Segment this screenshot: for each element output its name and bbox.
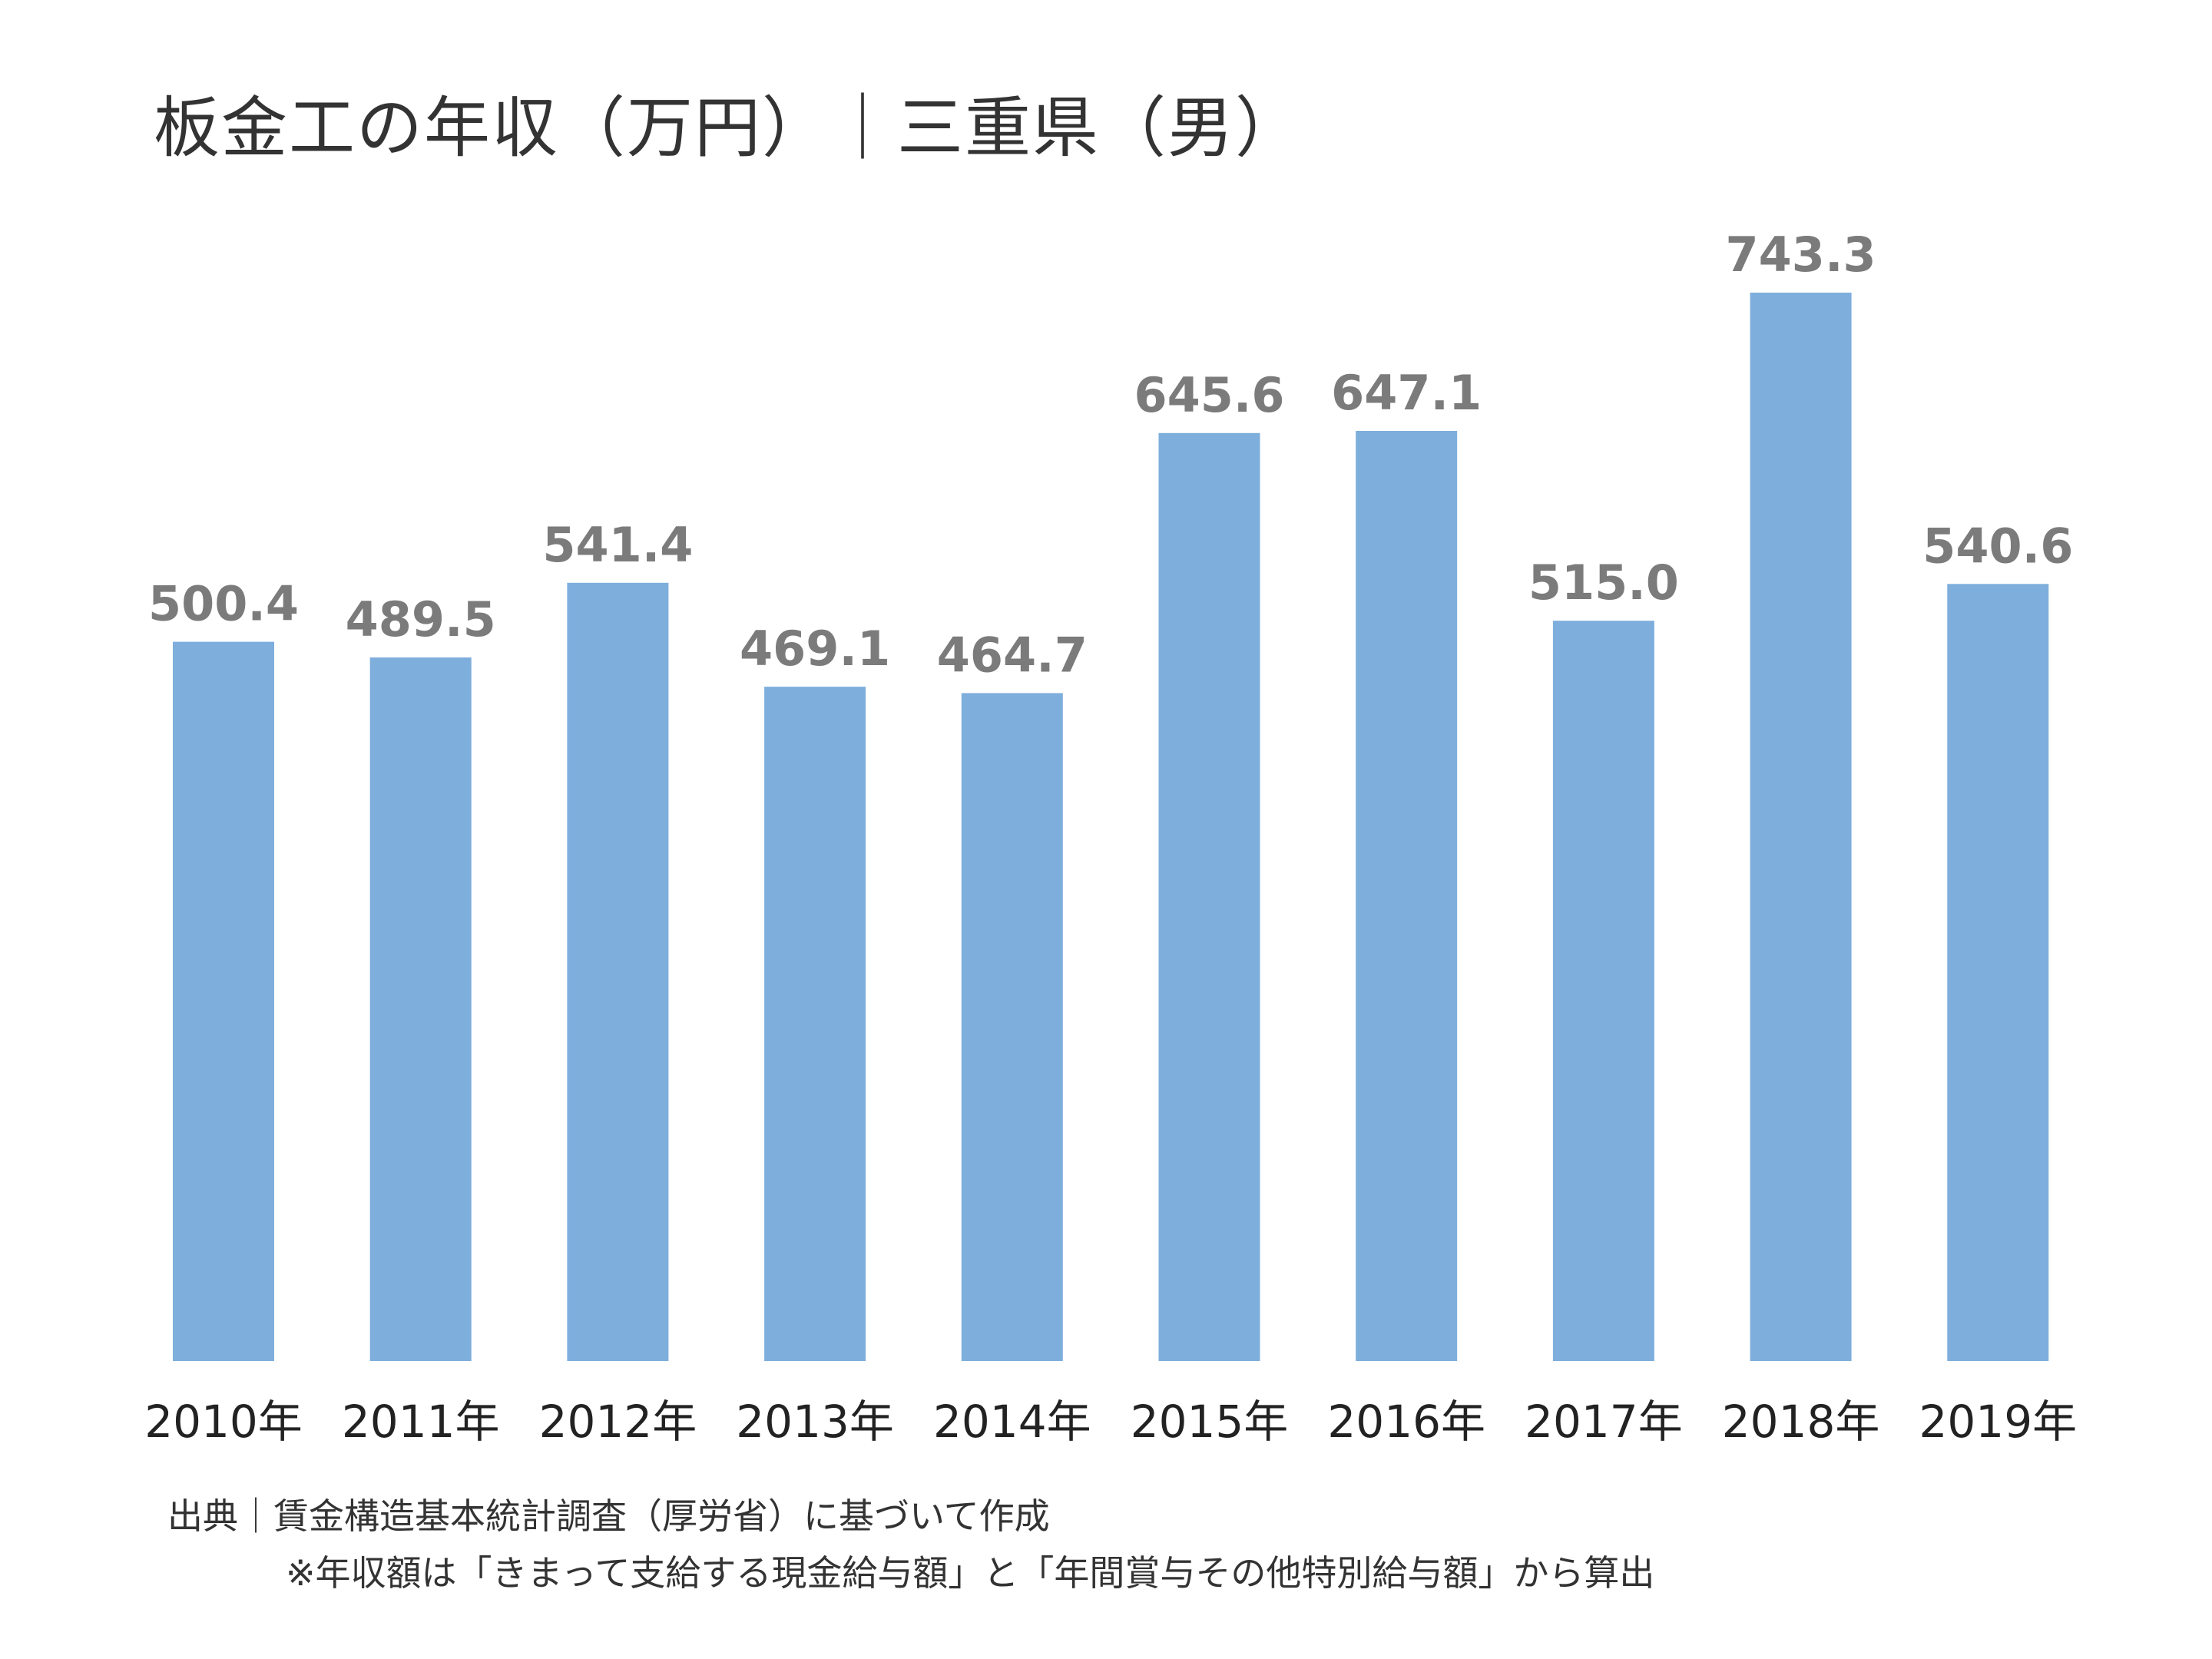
x-tick-label: 2014年 bbox=[933, 1396, 1091, 1448]
bar-2017年 bbox=[1552, 621, 1654, 1361]
bar-2014年 bbox=[961, 693, 1063, 1361]
data-label: 500.4 bbox=[148, 576, 299, 632]
chart-title: 板金工の年収（万円）｜三重県（男） bbox=[154, 90, 1303, 167]
data-label: 743.3 bbox=[1726, 227, 1876, 283]
x-tick-label: 2017年 bbox=[1525, 1396, 1683, 1448]
x-tick-label: 2019年 bbox=[1919, 1396, 2077, 1448]
data-label: 541.4 bbox=[542, 517, 693, 573]
x-tick-label: 2013年 bbox=[736, 1396, 894, 1448]
data-label: 469.1 bbox=[740, 621, 890, 677]
source-note: 出典｜賃金構造基本統計調査（厚労省）に基づいて作成 bbox=[167, 1495, 1050, 1537]
data-label: 540.6 bbox=[1922, 518, 2073, 574]
x-tick-label: 2011年 bbox=[342, 1396, 500, 1448]
data-label: 647.1 bbox=[1331, 365, 1482, 421]
bars-group bbox=[173, 293, 2049, 1361]
bar-2011年 bbox=[369, 657, 472, 1361]
bar-2018年 bbox=[1750, 293, 1852, 1361]
data-label: 515.0 bbox=[1528, 555, 1679, 611]
bar-2016年 bbox=[1356, 431, 1458, 1361]
x-tick-label: 2015年 bbox=[1131, 1396, 1289, 1448]
bar-2012年 bbox=[567, 582, 669, 1361]
x-tick-label: 2018年 bbox=[1722, 1396, 1880, 1448]
bar-2013年 bbox=[764, 687, 866, 1361]
x-tick-label: 2016年 bbox=[1327, 1396, 1485, 1448]
bar-2019年 bbox=[1947, 584, 2049, 1361]
value-labels-group: 500.4 489.5 541.4 469.1 464.7 645.6 647.1 515.0… bbox=[148, 227, 2073, 683]
bar-2010年 bbox=[173, 641, 274, 1361]
data-label: 489.5 bbox=[346, 591, 496, 647]
data-label: 645.6 bbox=[1134, 367, 1284, 423]
bar-2015年 bbox=[1158, 432, 1260, 1361]
x-axis-tick-labels: 2010年 2011年 2012年 2013年 2014年 2015年 2016年 2017年… bbox=[144, 1396, 2077, 1448]
data-label: 464.7 bbox=[937, 627, 1088, 683]
calculation-note: ※年収額は「きまって支給する現金給与額」と「年間賞与その他特別給与額」から算出 bbox=[286, 1552, 1655, 1594]
x-tick-label: 2012年 bbox=[539, 1396, 697, 1448]
x-tick-label: 2010年 bbox=[144, 1396, 303, 1448]
